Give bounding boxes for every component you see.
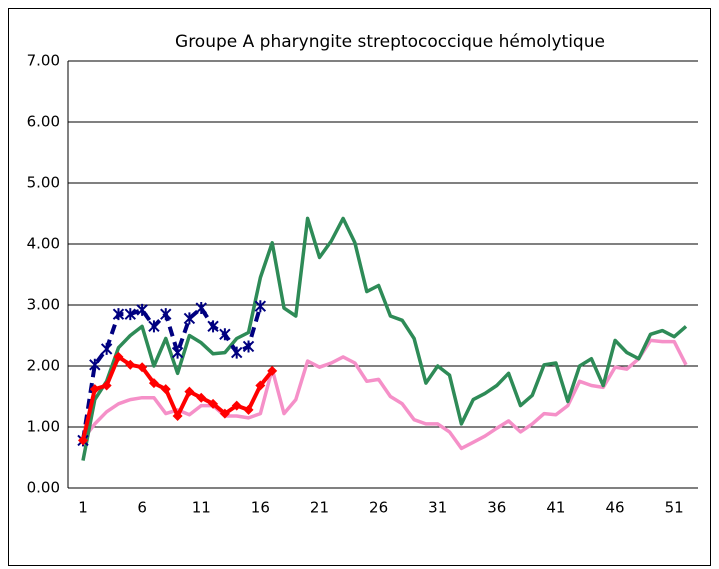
x-tick-label: 41 — [546, 499, 565, 517]
series-line — [81, 305, 263, 441]
y-tick-label: 6.00 — [27, 113, 60, 131]
y-tick-label: 2.00 — [27, 357, 60, 375]
x-tick-label: 51 — [665, 499, 684, 517]
chart-title: Groupe A pharyngite streptococcique hémo… — [175, 32, 605, 52]
x-tick-label: 36 — [487, 499, 506, 517]
point-marker — [148, 320, 160, 333]
point-marker — [89, 358, 101, 371]
x-tick-label: 1 — [78, 499, 88, 517]
point-marker — [230, 346, 243, 359]
point-marker — [148, 378, 159, 389]
series-line — [81, 216, 688, 461]
point-marker — [113, 351, 124, 362]
point-marker — [242, 340, 255, 353]
y-tick-label: 7.00 — [27, 52, 60, 70]
point-marker — [231, 400, 242, 411]
chart-frame — [8, 8, 711, 566]
point-marker — [255, 380, 266, 391]
point-marker — [267, 365, 278, 376]
y-tick-label: 1.00 — [27, 418, 60, 436]
y-tick-label: 0.00 — [27, 479, 60, 497]
x-tick-label: 21 — [310, 499, 329, 517]
y-tick-label: 3.00 — [27, 296, 60, 314]
x-tick-label: 46 — [606, 499, 625, 517]
point-marker — [219, 328, 231, 341]
point-marker — [172, 411, 183, 422]
point-marker — [137, 362, 148, 373]
y-tick-label: 5.00 — [27, 174, 60, 192]
x-tick-label: 6 — [137, 499, 147, 517]
point-marker — [101, 380, 112, 391]
x-tick-label: 26 — [369, 499, 388, 517]
point-marker — [219, 408, 230, 419]
point-marker — [208, 398, 219, 409]
point-marker — [160, 384, 171, 395]
point-marker — [207, 320, 219, 333]
point-marker — [196, 392, 207, 403]
point-marker — [184, 386, 195, 397]
point-marker — [171, 346, 184, 359]
point-marker — [100, 342, 113, 355]
point-marker — [160, 308, 172, 321]
point-marker — [125, 359, 136, 370]
point-marker — [78, 435, 88, 446]
point-marker — [183, 312, 196, 325]
x-tick-label: 16 — [251, 499, 270, 517]
point-marker — [89, 384, 100, 395]
point-marker — [195, 302, 207, 315]
y-tick-label: 4.00 — [27, 235, 60, 253]
x-tick-label: 11 — [192, 499, 211, 517]
series-line — [81, 338, 688, 451]
point-marker — [254, 300, 267, 313]
point-marker — [136, 303, 148, 316]
x-tick-label: 31 — [428, 499, 447, 517]
point-marker — [124, 308, 137, 321]
point-marker — [112, 308, 125, 321]
point-marker — [243, 404, 254, 415]
